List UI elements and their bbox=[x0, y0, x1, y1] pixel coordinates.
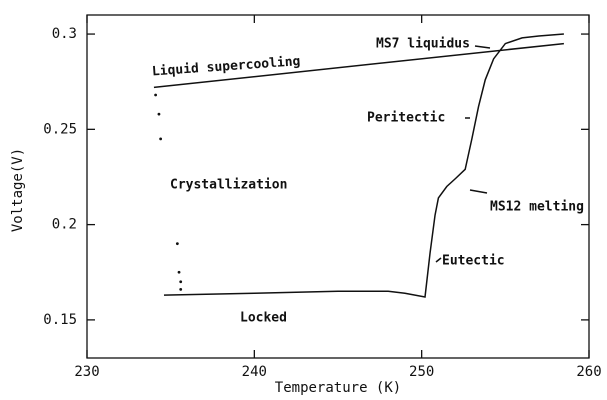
y-tick-label: 0.2 bbox=[52, 217, 77, 233]
annotation: Locked bbox=[240, 311, 287, 326]
x-tick-label: 260 bbox=[576, 364, 601, 380]
dot bbox=[157, 112, 161, 116]
data-line bbox=[153, 42, 564, 89]
y-tick-label: 0.25 bbox=[43, 121, 77, 137]
plot-frame bbox=[86, 14, 590, 359]
annotation: Eutectic bbox=[442, 254, 505, 269]
dot bbox=[177, 270, 181, 274]
x-axis-label: Temperature (K) bbox=[275, 380, 401, 396]
annotation: Crystallization bbox=[170, 178, 287, 193]
x-tick-label: 250 bbox=[409, 364, 434, 380]
y-axis-label: Voltage(V) bbox=[10, 148, 26, 232]
arrow bbox=[469, 189, 488, 194]
annotation: Peritectic bbox=[367, 111, 445, 126]
data-line bbox=[163, 33, 564, 298]
y-tick-label: 0.15 bbox=[43, 312, 77, 328]
dot bbox=[179, 288, 183, 291]
dash bbox=[435, 257, 442, 263]
arrow bbox=[474, 45, 491, 49]
annotation: MS12 melting bbox=[490, 200, 584, 215]
dot bbox=[154, 93, 158, 97]
y-tick-label: 0.3 bbox=[52, 26, 77, 42]
x-tick-label: 230 bbox=[74, 364, 99, 380]
dot bbox=[159, 137, 163, 141]
annotation: Liquid supercooling bbox=[151, 54, 300, 79]
x-tick-label: 240 bbox=[242, 364, 267, 380]
dot bbox=[175, 242, 179, 246]
annotation: MS7 liquidus bbox=[376, 37, 470, 52]
dot bbox=[179, 280, 183, 284]
